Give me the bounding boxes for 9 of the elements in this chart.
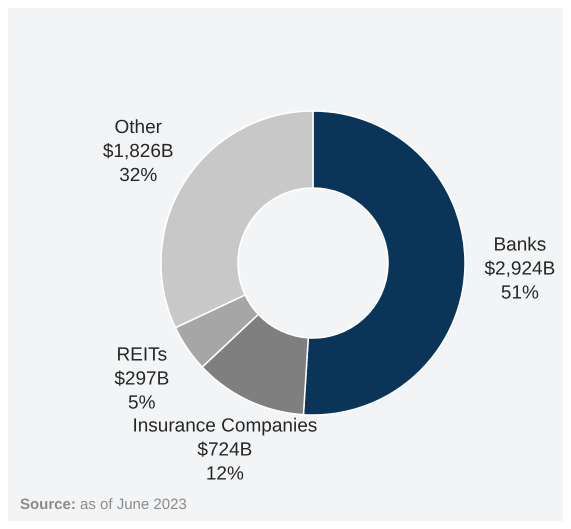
slice-label: Other	[114, 117, 163, 138]
slice-label: Banks	[493, 234, 546, 256]
slice-label: Insurance Companies	[132, 415, 318, 436]
slice-label: REITs	[116, 344, 168, 366]
data-label: $1,826B 32%	[102, 141, 174, 186]
data-label: $2,924B 51%	[484, 258, 556, 304]
data-label: $297B 5%	[114, 368, 170, 414]
data-label: $724B 12%	[197, 439, 252, 484]
source-note: Source: as of June 2023	[20, 496, 187, 513]
